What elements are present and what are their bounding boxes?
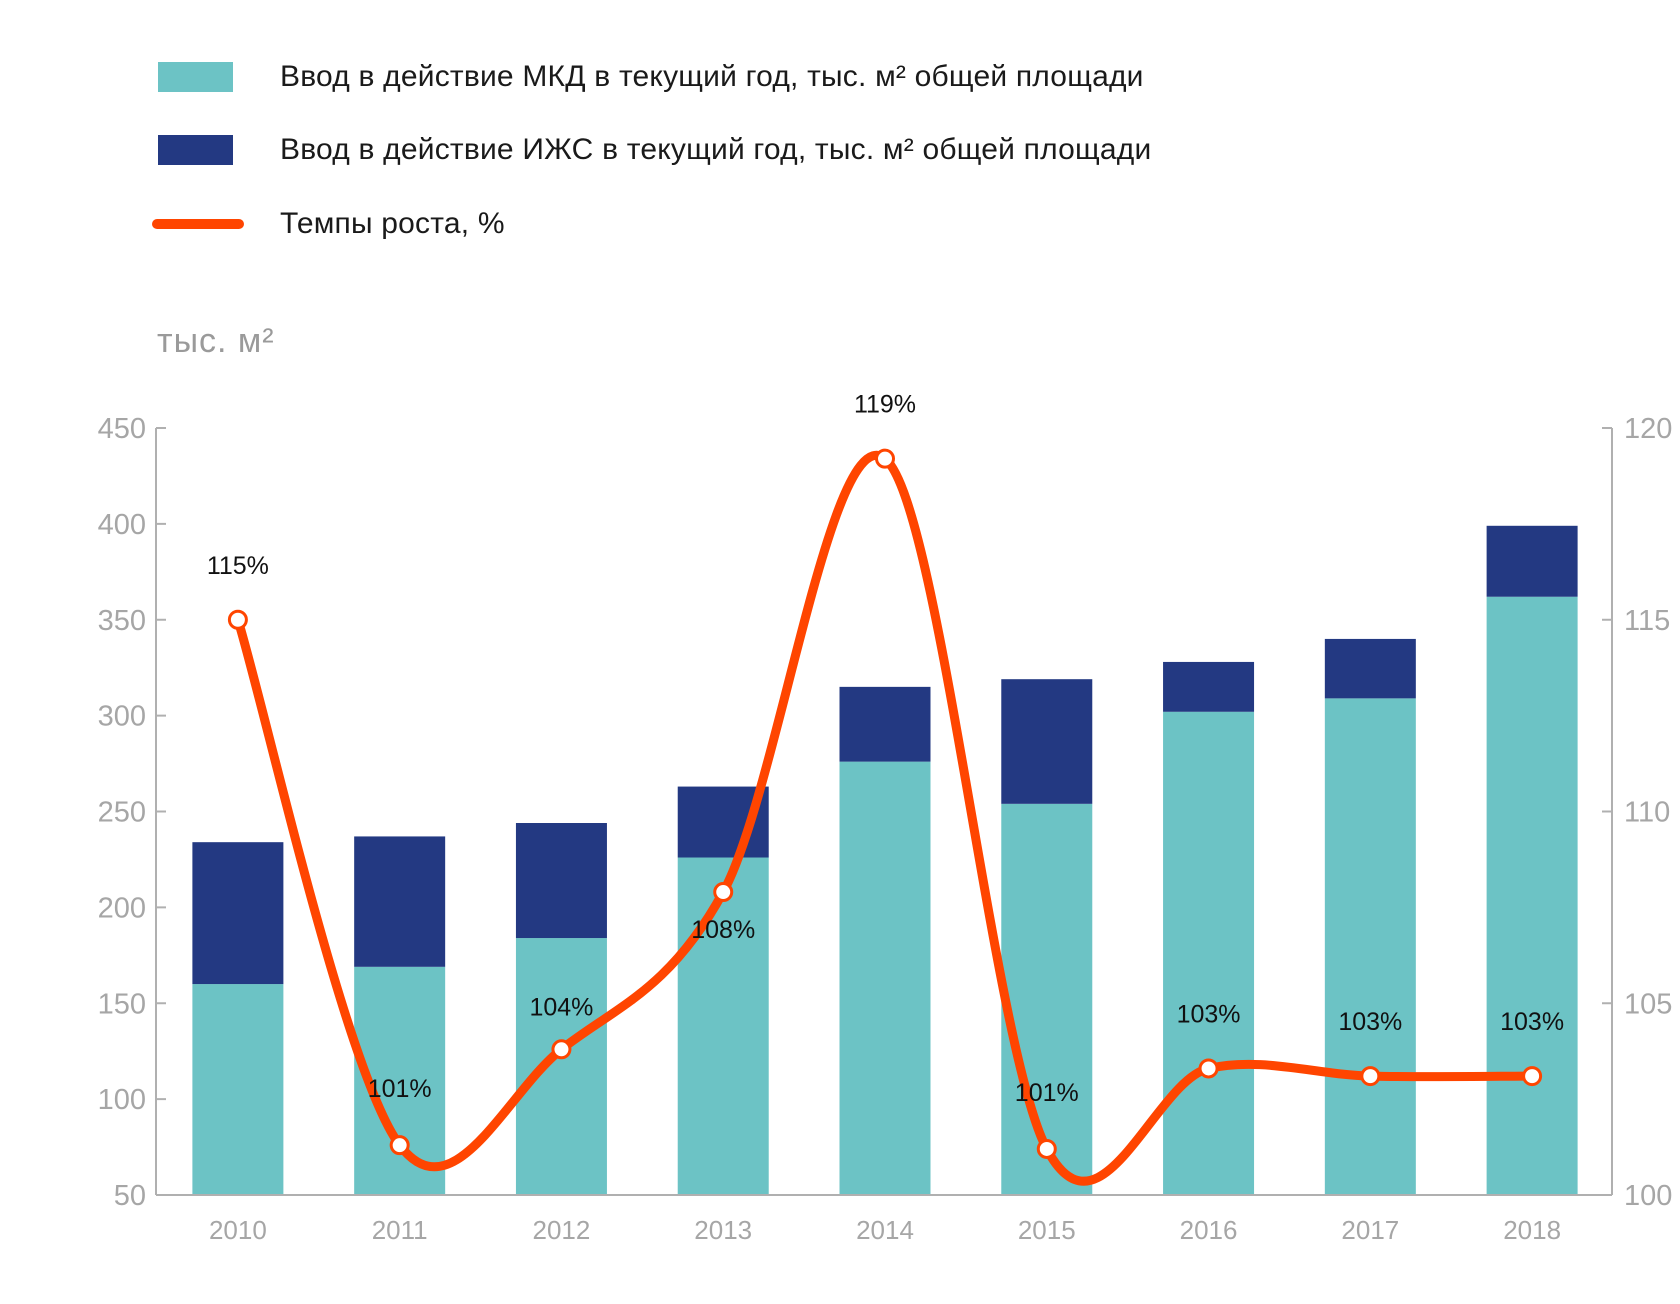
legend-swatch-mkd [158,62,233,92]
data-label-2013: 108% [691,916,755,944]
bar-izhs-2012 [515,823,607,939]
data-label-2018: 103% [1500,1008,1564,1036]
x-tick-label-2014: 2014 [856,1215,914,1245]
y2-tick-label-120: 120 [1624,413,1672,445]
legend-item-growth: Темпы роста, % [152,207,505,241]
y2-tick-label-105: 105 [1624,988,1672,1020]
bar-mkd-2016 [1163,711,1255,1195]
bars-layer [192,525,1578,1195]
bar-izhs-2010 [192,842,284,985]
legend-label-izhs: Ввод в действие ИЖС в текущий год, тыс. … [280,133,1152,166]
bar-mkd-2010 [192,984,284,1195]
growth-point-2014 [875,448,895,469]
data-label-2011: 101% [368,1075,432,1103]
bar-izhs-2017 [1324,638,1416,699]
bar-mkd-2015 [1001,803,1093,1195]
y-tick-label-200: 200 [98,892,146,924]
y-axis-unit-label: тыс. м² [157,322,275,360]
growth-point-2013 [713,882,734,903]
bar-izhs-2011 [354,836,446,967]
bar-izhs-2015 [1001,679,1093,804]
x-tick-label-2013: 2013 [694,1215,752,1245]
y-tick-label-100: 100 [98,1084,146,1116]
legend-line-growth [152,219,244,229]
growth-point-2018 [1522,1066,1543,1087]
x-tick-label-2017: 2017 [1341,1215,1399,1245]
legend-item-izhs: Ввод в действие ИЖС в текущий год, тыс. … [158,133,1151,167]
axes-layer: 450 400 350 300 250 200 150 100 50 120 115 110 105 10… [98,413,1673,1245]
legend-label-mkd: Ввод в действие МКД в текущий год, тыс. … [280,60,1144,93]
y-tick-label-450: 450 [98,413,146,445]
x-tick-label-2018: 2018 [1503,1215,1561,1245]
data-label-2015: 101% [1015,1079,1079,1107]
data-label-2012: 104% [529,993,593,1021]
growth-point-2011 [389,1135,410,1156]
x-tick-label-2011: 2011 [372,1215,428,1245]
x-tick-label-2010: 2010 [209,1215,267,1245]
legend-item-mkd: Ввод в действие МКД в текущий год, тыс. … [158,60,1144,94]
growth-line-layer [227,448,1543,1186]
growth-point-2015 [1036,1138,1057,1159]
y-tick-label-250: 250 [98,797,146,829]
x-tick-label-2015: 2015 [1018,1215,1076,1245]
y2-tick-label-110: 110 [1624,797,1670,829]
bar-mkd-2013 [677,857,769,1195]
growth-point-2016 [1198,1058,1219,1079]
legend-swatch-izhs [158,135,233,165]
data-label-2017: 103% [1338,1008,1402,1036]
x-tick-label-2016: 2016 [1180,1215,1238,1245]
bar-izhs-2014 [839,686,931,762]
bar-izhs-2018 [1486,525,1578,597]
bar-mkd-2018 [1486,596,1578,1195]
y-tick-label-400: 400 [98,509,146,541]
bar-mkd-2017 [1324,698,1416,1195]
labels-layer: 115% 101% 104% 108% 119% 101% 103% 103% 103% [207,391,1564,1107]
growth-point-2012 [551,1039,572,1060]
bar-izhs-2016 [1163,661,1255,712]
growth-point-2010 [227,609,248,630]
y2-tick-label-100: 100 [1624,1180,1672,1212]
bar-mkd-2014 [839,761,931,1195]
growth-point-2017 [1360,1066,1381,1087]
bar-mkd-2012 [515,938,607,1195]
data-label-2010: 115% [207,552,269,580]
x-tick-label-2012: 2012 [533,1215,591,1245]
y2-tick-label-115: 115 [1624,605,1670,637]
data-label-2014: 119% [854,391,916,419]
y-tick-label-350: 350 [98,605,146,637]
y-tick-label-150: 150 [98,988,146,1020]
y-tick-label-300: 300 [98,701,146,733]
y-tick-label-50: 50 [114,1180,146,1212]
data-label-2016: 103% [1177,1000,1241,1028]
legend-label-growth: Темпы роста, % [280,207,505,240]
